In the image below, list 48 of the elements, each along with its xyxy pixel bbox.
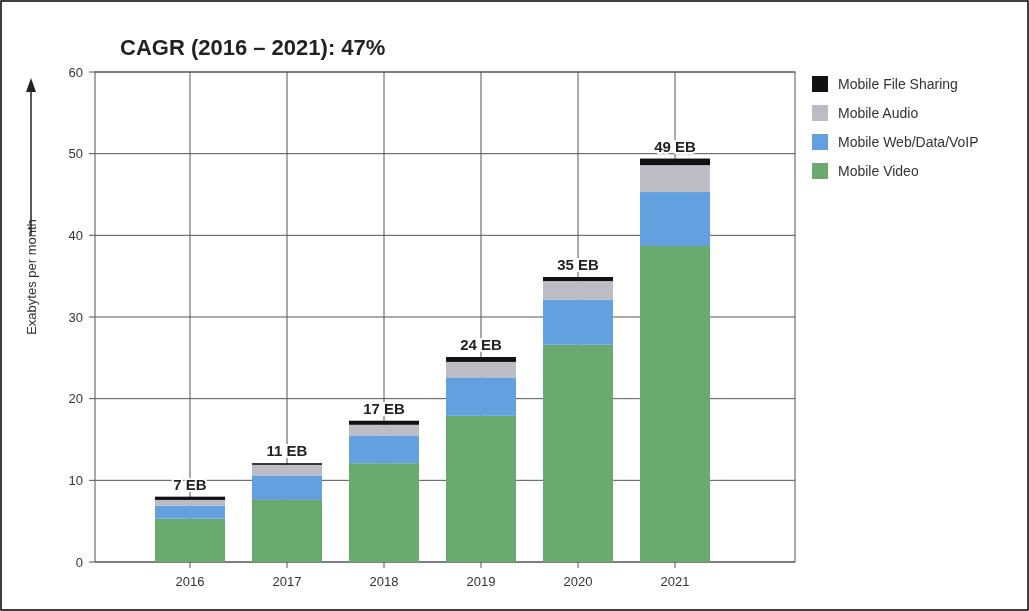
total-label: 7 EB [173,475,207,493]
bar [155,518,225,562]
bar [446,361,516,378]
bar [252,475,322,500]
bar [543,299,613,345]
legend-label: Mobile Audio [838,104,919,121]
bar [349,420,419,425]
y-tick-label: 10 [68,472,83,488]
total-label: 11 EB [266,442,308,460]
x-tick-label: 2017 [272,574,302,589]
bar [446,415,516,562]
x-tick-label: 2020 [563,574,593,589]
legend-label: Mobile Web/Data/VoIP [838,133,979,150]
x-tick-label: 2018 [369,574,399,589]
bar [640,192,710,246]
bar [349,463,419,562]
x-tick-label: 2016 [175,574,205,589]
x-tick-label: 2021 [660,574,690,589]
bar [640,245,710,562]
y-tick-label: 20 [68,391,83,407]
bar [446,377,516,416]
x-tick-label: 2019 [466,574,496,589]
total-label: 24 EB [460,336,503,354]
legend-label: Mobile Video [838,162,919,179]
bar [640,158,710,166]
bar [349,424,419,436]
total-label: 17 EB [363,399,406,417]
y-tick-label: 30 [68,309,83,325]
y-tick-label: 60 [68,64,83,80]
bar [446,357,516,362]
bar [252,499,322,562]
legend-label: Mobile File Sharing [838,75,958,92]
bar [252,464,322,476]
y-axis-title: Exabytes per month [24,219,39,335]
bar [155,505,225,519]
bar [543,281,613,300]
chart-title: CAGR (2016 – 2021): 47% [120,35,386,60]
y-tick-label: 0 [75,554,83,570]
y-tick-label: 40 [68,227,83,243]
bar [543,344,613,562]
bar [349,435,419,464]
bar [640,165,710,193]
bar [543,276,613,282]
bar [155,496,225,500]
bar [155,499,225,506]
total-label: 49 EB [654,137,697,155]
total-label: 35 EB [557,255,600,273]
y-tick-label: 50 [68,146,83,162]
